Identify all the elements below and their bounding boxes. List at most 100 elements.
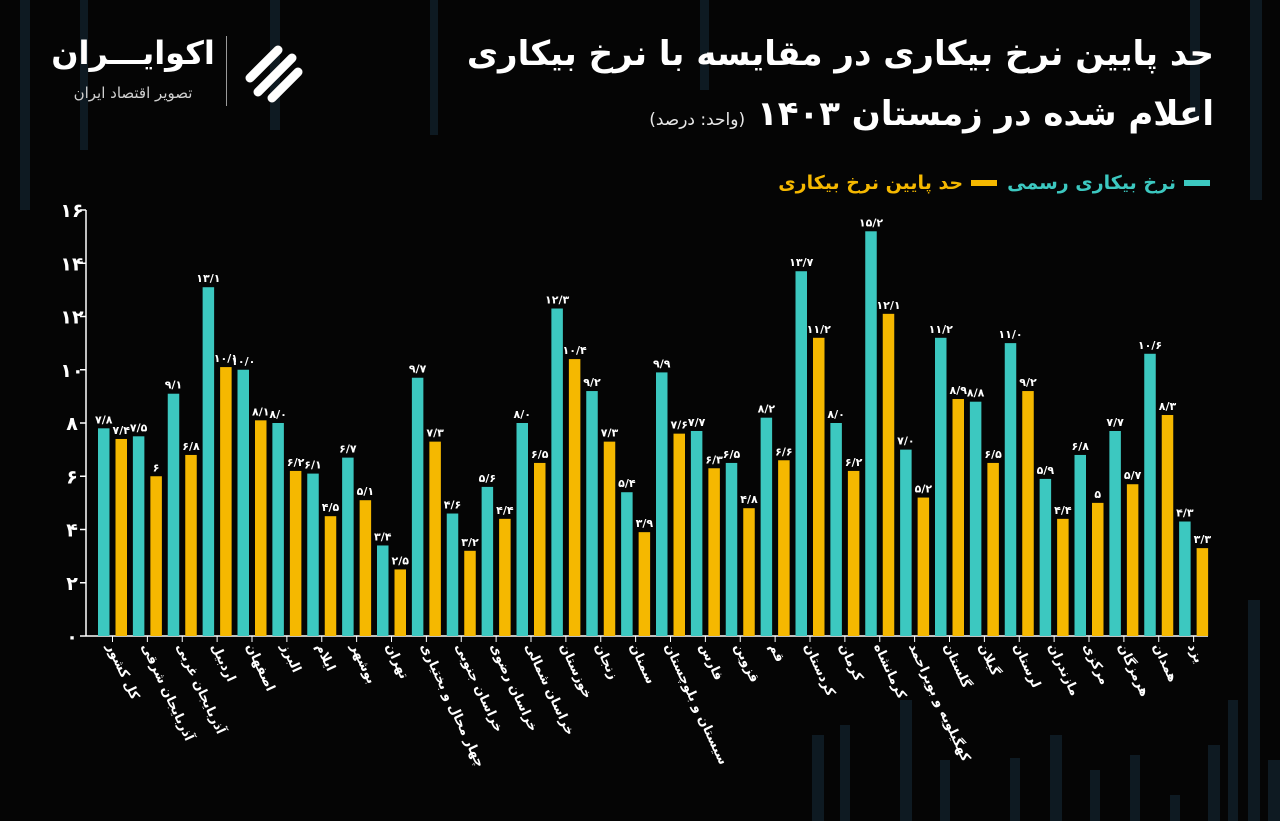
data-label-official: ۹/۹ bbox=[653, 357, 671, 370]
x-category-label: کرمان bbox=[835, 641, 866, 684]
x-category-label: همدان bbox=[1149, 641, 1180, 684]
bar-lower-bound bbox=[220, 367, 232, 636]
data-label-official: ۹/۲ bbox=[583, 376, 601, 389]
title-text: اعلام شده در زمستان ۱۴۰۳ bbox=[756, 94, 1214, 134]
legend-swatch-official bbox=[1184, 180, 1210, 186]
bar-lower-bound bbox=[987, 462, 999, 636]
bar-official bbox=[516, 423, 528, 636]
data-label-lower-bound: ۶/۲ bbox=[287, 456, 305, 469]
y-tick-label: ۱۰ bbox=[60, 360, 83, 382]
y-tick-label: ۱۲ bbox=[60, 307, 84, 329]
y-tick-label: ۴ bbox=[66, 520, 78, 542]
bar-lower-bound bbox=[185, 454, 197, 636]
bar-official bbox=[621, 492, 633, 636]
y-tick-label: ۱۶ bbox=[60, 200, 83, 222]
brand-mark-icon bbox=[245, 45, 303, 103]
data-label-official: ۷/۸ bbox=[95, 413, 113, 426]
data-label-official: ۳/۴ bbox=[374, 530, 392, 543]
data-label-official: ۸/۸ bbox=[967, 387, 985, 400]
x-category-label: هرمزگان bbox=[1114, 641, 1152, 699]
y-tick-label: ۶ bbox=[66, 466, 78, 488]
data-label-lower-bound: ۷/۴ bbox=[113, 424, 131, 437]
bar-lower-bound bbox=[708, 468, 720, 636]
bar-lower-bound bbox=[534, 462, 546, 636]
bar-lower-bound bbox=[1092, 502, 1104, 636]
data-label-official: ۸/۰ bbox=[514, 408, 531, 421]
x-category-label: اصفهان bbox=[242, 641, 277, 694]
bar-official bbox=[1179, 521, 1191, 636]
bar-lower-bound bbox=[847, 470, 860, 636]
bar-official bbox=[307, 473, 319, 636]
x-category-label: قم bbox=[765, 641, 787, 664]
bar-lower-bound bbox=[359, 500, 372, 636]
brand-name: اکوایـــران bbox=[51, 34, 215, 72]
bar-official bbox=[167, 393, 180, 636]
bar-lower-bound bbox=[952, 399, 964, 636]
bar-official bbox=[1144, 353, 1156, 636]
bar-official bbox=[935, 337, 947, 636]
x-category-label: بوشهر bbox=[347, 640, 379, 686]
data-label-official: ۵/۹ bbox=[1037, 464, 1055, 477]
data-label-lower-bound: ۸/۹ bbox=[950, 384, 968, 397]
data-label-official: ۱۰/۶ bbox=[1138, 339, 1162, 352]
bar-lower-bound bbox=[1161, 415, 1174, 636]
data-label-official: ۶/۷ bbox=[339, 443, 357, 456]
data-label-lower-bound: ۶/۳ bbox=[705, 453, 723, 466]
data-label-lower-bound: ۳/۲ bbox=[461, 536, 479, 549]
data-label-official: ۷/۷ bbox=[688, 416, 706, 429]
data-label-official: ۴/۶ bbox=[444, 499, 461, 512]
x-category-label: ایلام bbox=[312, 641, 338, 673]
bar-lower-bound bbox=[464, 550, 476, 636]
bar-lower-bound bbox=[1022, 391, 1034, 636]
bar-official bbox=[551, 308, 563, 636]
unit-label: (واحد: درصد) bbox=[649, 110, 746, 130]
data-label-official: ۵/۴ bbox=[618, 477, 636, 490]
data-label-official: ۶/۱ bbox=[304, 459, 321, 472]
y-tick-label: ۱۴ bbox=[60, 253, 83, 275]
bar-lower-bound bbox=[882, 313, 895, 636]
header: حد پایین نرخ بیکاری در مقایسه با نرخ بیک… bbox=[0, 0, 1280, 170]
x-category-label: مرکزی bbox=[1079, 641, 1111, 687]
data-label-lower-bound: ۹/۲ bbox=[1019, 376, 1037, 389]
bar-lower-bound bbox=[255, 420, 267, 636]
bar-lower-bound bbox=[150, 476, 162, 636]
bar-lower-bound bbox=[1126, 484, 1139, 636]
x-category-label: یزد bbox=[1184, 641, 1206, 665]
data-label-lower-bound: ۷/۳ bbox=[601, 427, 619, 440]
data-label-official: ۱۰/۰ bbox=[231, 355, 255, 368]
data-label-lower-bound: ۵/۱ bbox=[357, 485, 374, 498]
bar-official bbox=[690, 430, 703, 636]
data-label-lower-bound: ۶/۵ bbox=[984, 448, 1002, 461]
data-label-official: ۷/۵ bbox=[130, 421, 148, 434]
x-category-label: سیستان و بلوچستان bbox=[661, 641, 730, 767]
legend-label-official: نرخ بیکاری رسمی bbox=[1007, 172, 1176, 194]
data-label-lower-bound: ۴/۸ bbox=[740, 493, 758, 506]
x-category-label: تهران bbox=[382, 641, 411, 681]
chart-title: حد پایین نرخ بیکاری در مقایسه با نرخ بیک… bbox=[466, 34, 1214, 74]
data-label-lower-bound: ۳/۳ bbox=[1194, 533, 1212, 546]
bar-official bbox=[481, 486, 494, 636]
bar-lower-bound bbox=[603, 441, 616, 636]
data-label-lower-bound: ۶ bbox=[153, 461, 160, 474]
data-label-official: ۸/۰ bbox=[827, 408, 844, 421]
brand-tagline: تصویر اقتصاد ایران bbox=[73, 84, 193, 102]
bar-official bbox=[342, 457, 354, 636]
data-label-official: ۸/۰ bbox=[269, 408, 286, 421]
y-tick-label: ۰ bbox=[66, 626, 78, 648]
data-label-lower-bound: ۶/۲ bbox=[845, 456, 863, 469]
bar-lower-bound bbox=[673, 433, 685, 636]
data-label-official: ۷/۷ bbox=[1106, 416, 1124, 429]
bar-lower-bound bbox=[778, 460, 790, 636]
x-category-label: البرز bbox=[277, 640, 304, 675]
x-category-label: گیلان bbox=[975, 641, 1004, 679]
x-category-label: گلستان bbox=[940, 641, 975, 691]
bar-lower-bound bbox=[394, 569, 406, 636]
bar-lower-bound bbox=[1057, 518, 1069, 636]
bar-official bbox=[1109, 430, 1121, 636]
bar-official bbox=[1074, 454, 1086, 636]
data-label-lower-bound: ۳/۹ bbox=[636, 517, 654, 530]
x-category-label: اردبیل bbox=[207, 641, 238, 684]
bar-lower-bound bbox=[499, 518, 511, 636]
bar-official bbox=[969, 401, 982, 636]
x-category-label: مازندران bbox=[1044, 641, 1081, 698]
